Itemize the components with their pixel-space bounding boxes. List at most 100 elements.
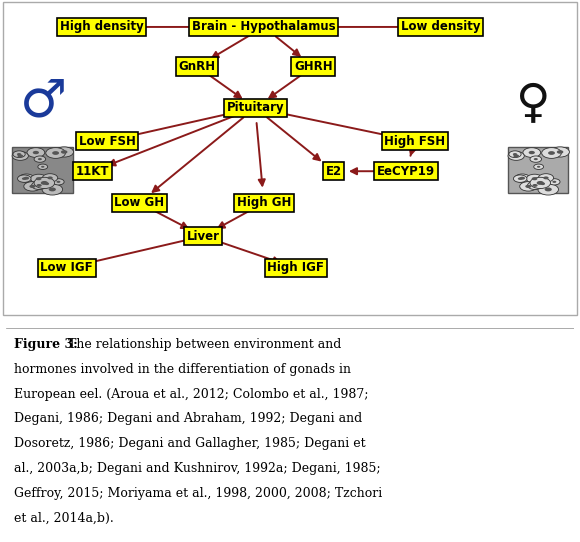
Circle shape: [537, 181, 548, 187]
Circle shape: [37, 184, 42, 187]
Circle shape: [532, 177, 538, 180]
Circle shape: [520, 182, 537, 191]
Text: Brain - Hypothalamus: Brain - Hypothalamus: [192, 21, 336, 34]
Text: Low GH: Low GH: [114, 196, 164, 209]
Circle shape: [36, 177, 42, 180]
Circle shape: [523, 148, 541, 157]
Circle shape: [53, 179, 64, 185]
Circle shape: [530, 177, 550, 189]
Circle shape: [527, 181, 542, 190]
Circle shape: [30, 185, 35, 188]
Circle shape: [537, 166, 541, 167]
Circle shape: [509, 151, 521, 158]
Circle shape: [17, 153, 21, 156]
Circle shape: [513, 154, 519, 158]
Text: GHRH: GHRH: [294, 60, 332, 73]
Circle shape: [32, 151, 39, 154]
Circle shape: [46, 147, 66, 158]
Circle shape: [41, 181, 52, 187]
Circle shape: [536, 181, 544, 185]
Circle shape: [31, 174, 47, 183]
Circle shape: [19, 174, 34, 183]
Circle shape: [549, 179, 560, 185]
Text: Pituitary: Pituitary: [226, 101, 284, 114]
Circle shape: [508, 151, 524, 160]
Circle shape: [543, 177, 549, 179]
Text: Liver: Liver: [187, 230, 219, 243]
Circle shape: [534, 164, 543, 170]
Circle shape: [551, 147, 570, 157]
Circle shape: [532, 184, 538, 187]
Circle shape: [525, 185, 531, 188]
Circle shape: [538, 180, 548, 186]
Text: Degani, 1986; Degani and Abraham, 1992; Degani and: Degani, 1986; Degani and Abraham, 1992; …: [14, 412, 362, 425]
Text: The relationship between environment and: The relationship between environment and: [68, 338, 342, 351]
Circle shape: [38, 158, 42, 160]
Text: Dosoretz, 1986; Degani and Gallagher, 1985; Degani et: Dosoretz, 1986; Degani and Gallagher, 19…: [14, 437, 366, 450]
Circle shape: [542, 183, 545, 184]
Text: GnRH: GnRH: [179, 60, 216, 73]
Text: ♀: ♀: [516, 82, 551, 127]
Text: European eel. (Aroua et al., 2012; Colombo et al., 1987;: European eel. (Aroua et al., 2012; Colom…: [14, 388, 369, 401]
Text: al., 2003a,b; Degani and Kushnirov, 1992a; Degani, 1985;: al., 2003a,b; Degani and Kushnirov, 1992…: [14, 462, 381, 475]
Text: Geffroy, 2015; Moriyama et al., 1998, 2000, 2008; Tzchori: Geffroy, 2015; Moriyama et al., 1998, 20…: [14, 487, 383, 500]
Text: 11KT: 11KT: [76, 165, 110, 178]
Circle shape: [38, 164, 48, 170]
Circle shape: [56, 180, 60, 183]
Circle shape: [514, 174, 530, 183]
Circle shape: [541, 183, 545, 185]
Circle shape: [52, 151, 59, 155]
Text: E2: E2: [325, 165, 342, 178]
Circle shape: [24, 177, 29, 179]
Circle shape: [542, 147, 561, 158]
Circle shape: [34, 156, 46, 162]
Circle shape: [48, 177, 53, 179]
Text: High IGF: High IGF: [267, 261, 324, 274]
Circle shape: [61, 150, 67, 154]
Circle shape: [513, 153, 517, 156]
Circle shape: [12, 151, 28, 160]
Text: hormones involved in the differentiation of gonads in: hormones involved in the differentiation…: [14, 363, 351, 376]
Text: Low FSH: Low FSH: [79, 134, 136, 147]
Bar: [508, 147, 568, 193]
Circle shape: [518, 177, 523, 180]
Circle shape: [24, 182, 41, 191]
FancyBboxPatch shape: [3, 2, 577, 315]
Circle shape: [538, 173, 554, 182]
Circle shape: [513, 175, 527, 182]
Circle shape: [31, 181, 46, 190]
Circle shape: [17, 175, 31, 182]
Circle shape: [42, 184, 63, 195]
Text: Figure 3:: Figure 3:: [14, 338, 82, 351]
Circle shape: [557, 150, 563, 154]
Circle shape: [42, 180, 52, 186]
Text: High GH: High GH: [237, 196, 291, 209]
Circle shape: [27, 148, 45, 157]
Text: ♂: ♂: [20, 75, 67, 127]
Circle shape: [42, 173, 58, 182]
Text: High FSH: High FSH: [384, 134, 445, 147]
Circle shape: [13, 151, 26, 158]
Circle shape: [41, 181, 48, 185]
Circle shape: [528, 151, 535, 154]
Circle shape: [530, 156, 542, 162]
Text: High density: High density: [60, 21, 143, 34]
Circle shape: [552, 180, 556, 183]
Text: et al., 2014a,b).: et al., 2014a,b).: [14, 512, 114, 525]
Circle shape: [520, 177, 525, 179]
Circle shape: [538, 184, 559, 195]
Circle shape: [41, 166, 45, 167]
Circle shape: [548, 151, 555, 155]
Circle shape: [45, 183, 49, 185]
Circle shape: [55, 147, 74, 157]
Circle shape: [527, 174, 543, 183]
Circle shape: [545, 188, 552, 191]
Circle shape: [534, 158, 538, 160]
Text: EeCYP19: EeCYP19: [377, 165, 435, 178]
Text: Low density: Low density: [401, 21, 481, 34]
Circle shape: [46, 183, 49, 184]
Bar: [12, 147, 72, 193]
Circle shape: [49, 188, 56, 191]
Circle shape: [22, 177, 27, 180]
Circle shape: [34, 177, 55, 189]
